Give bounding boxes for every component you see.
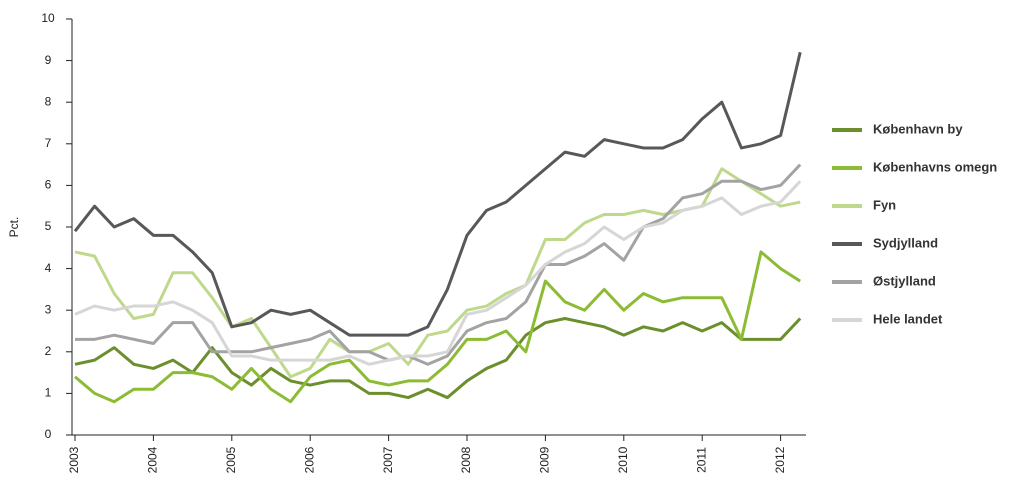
- x-tick-label: 2011: [694, 447, 708, 473]
- legend-label: Hele landet: [873, 311, 943, 326]
- series-line: [74, 250, 802, 404]
- series-line: [75, 163, 802, 366]
- y-tick-label: 1: [45, 386, 52, 400]
- legend-label: Sydjylland: [873, 235, 938, 250]
- y-tick-label: 10: [41, 11, 55, 25]
- legend-label: Østjylland: [873, 273, 936, 288]
- y-tick-label: 8: [45, 94, 52, 108]
- series-line: [73, 51, 802, 337]
- x-tick-label: 2012: [773, 446, 787, 473]
- y-tick-label: 0: [45, 427, 52, 441]
- x-tick-label: 2004: [146, 446, 160, 473]
- legend-label: København by: [873, 121, 963, 136]
- y-axis-label: Pct.: [7, 217, 21, 238]
- series-line: [74, 167, 801, 379]
- series-line: [74, 180, 802, 366]
- x-tick-label: 2010: [616, 446, 630, 473]
- y-tick-label: 3: [45, 302, 52, 316]
- y-tick-label: 7: [45, 136, 52, 150]
- x-tick-label: 2008: [459, 446, 473, 473]
- y-tick-label: 9: [45, 53, 52, 67]
- x-tick-label: 2006: [302, 446, 316, 473]
- y-tick-label: 4: [45, 261, 52, 275]
- y-tick-label: 5: [45, 219, 52, 233]
- y-tick-label: 6: [45, 178, 52, 192]
- x-tick-label: 2007: [381, 446, 395, 473]
- legend-label: Københavns omegn: [873, 159, 997, 174]
- y-tick-label: 2: [45, 344, 52, 358]
- legend-label: Fyn: [873, 197, 896, 212]
- x-tick-label: 2005: [224, 446, 238, 473]
- x-tick-label: 2003: [67, 446, 81, 473]
- x-tick-label: 2009: [538, 446, 552, 473]
- series-line: [74, 317, 802, 400]
